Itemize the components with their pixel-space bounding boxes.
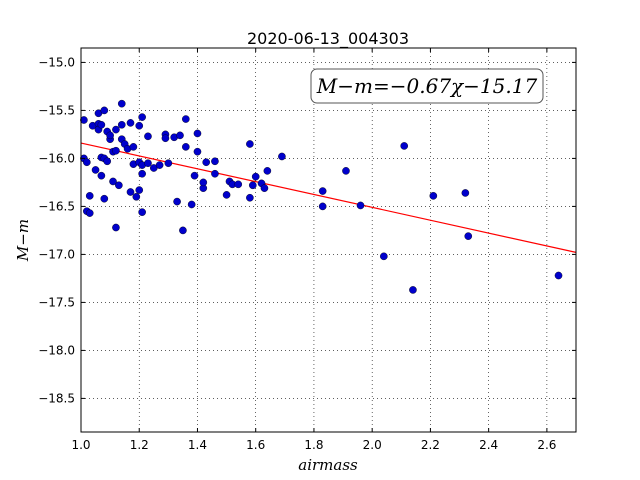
data-point — [126, 188, 135, 196]
annotation-frame — [310, 68, 544, 104]
data-point — [211, 157, 219, 166]
data-point — [80, 116, 88, 124]
data-point — [356, 201, 365, 210]
data-point — [251, 172, 260, 181]
data-point — [138, 208, 146, 216]
data-point — [135, 186, 144, 194]
x-axis-label: airmass — [298, 456, 358, 474]
x-tick-label: 2.0 — [363, 438, 382, 452]
data-point — [400, 142, 409, 150]
data-point — [138, 169, 146, 178]
data-point — [429, 192, 438, 200]
data-point — [179, 226, 187, 235]
fit-layer — [80, 142, 577, 253]
grid — [80, 48, 576, 432]
x-tick-label: 1.2 — [130, 438, 149, 452]
data-point — [263, 167, 272, 175]
data-point — [129, 143, 138, 151]
y-axis-label: M−m — [14, 219, 32, 262]
fit-equation: M−m=−0.67χ−15.17 — [316, 74, 538, 98]
data-point — [135, 121, 144, 130]
x-tick-label: 2.4 — [479, 438, 498, 452]
plot-background — [81, 48, 576, 432]
data-point — [409, 286, 417, 294]
data-point — [132, 192, 141, 201]
plot-frame — [80, 47, 577, 433]
data-point — [246, 193, 254, 202]
data-point — [248, 181, 257, 190]
data-point — [115, 181, 123, 190]
data-point — [138, 113, 146, 121]
y-tick-label: −18.0 — [38, 343, 75, 357]
data-point — [112, 223, 120, 232]
y-tick-label: −17.5 — [38, 295, 75, 309]
x-tick-label: 1.0 — [71, 438, 90, 452]
data-point — [193, 147, 202, 156]
data-point — [126, 119, 135, 127]
data-point — [260, 184, 269, 192]
data-point — [155, 161, 164, 169]
data-point — [103, 157, 112, 166]
plot-area: 1.0 1.2 1.4 1.6 1.8 2.0 2.2 2.4 2.6 −15.0 −15.5 −16… — [38, 47, 577, 452]
data-point — [161, 134, 170, 143]
x-tick-label: 2.6 — [537, 438, 556, 452]
data-point — [554, 271, 563, 280]
data-point — [176, 131, 184, 140]
x-tick-label: 1.4 — [188, 438, 207, 452]
data-point — [100, 194, 109, 203]
data-point — [278, 152, 286, 161]
y-tick-label: −16.5 — [38, 199, 75, 213]
annotation-box: M−m=−0.67χ−15.17 — [310, 68, 544, 104]
data-point — [173, 197, 181, 206]
data-point — [464, 232, 473, 240]
y-tick-label: −18.5 — [38, 391, 75, 405]
data-point — [182, 143, 190, 151]
y-tick-label: −17.0 — [38, 247, 75, 261]
data-point — [106, 131, 114, 140]
data-point — [318, 202, 327, 211]
x-tick-label: 2.2 — [421, 438, 440, 452]
data-point — [193, 129, 202, 138]
y-tick-label: −16.0 — [38, 151, 75, 165]
data-point — [85, 209, 94, 217]
data-point — [109, 177, 117, 186]
data-point — [144, 132, 152, 141]
data-point — [199, 178, 208, 187]
data-point — [100, 106, 109, 115]
y-tick-label: −15.5 — [38, 103, 75, 117]
data-point — [164, 159, 173, 167]
ticks: 1.0 1.2 1.4 1.6 1.8 2.0 2.2 2.4 2.6 −15.0 −15.5 −16… — [38, 48, 576, 452]
data-point — [202, 158, 211, 167]
data-point — [222, 191, 231, 199]
data-point — [85, 192, 94, 200]
data-point — [187, 200, 196, 209]
data-point — [190, 171, 199, 180]
data-point — [83, 158, 91, 167]
data-point — [342, 167, 350, 175]
data-point — [211, 169, 219, 178]
data-point — [144, 159, 152, 167]
data-point — [461, 189, 470, 197]
data-point — [97, 121, 106, 129]
data-point — [234, 180, 243, 189]
data-point — [117, 121, 126, 129]
data-point — [112, 146, 120, 155]
chart-title: 2020-06-13_004303 — [247, 29, 409, 49]
data-point — [182, 115, 190, 123]
y-tick-label: −15.0 — [38, 55, 75, 69]
fit-line — [80, 142, 577, 253]
data-point — [112, 125, 120, 134]
data-point — [97, 171, 106, 180]
data-points — [80, 99, 563, 294]
data-point — [91, 166, 100, 174]
x-tick-label: 1.8 — [304, 438, 323, 452]
data-point — [117, 99, 126, 108]
x-tick-label: 1.6 — [246, 438, 265, 452]
data-point — [380, 252, 388, 261]
data-point — [246, 140, 254, 148]
data-point — [318, 187, 327, 195]
